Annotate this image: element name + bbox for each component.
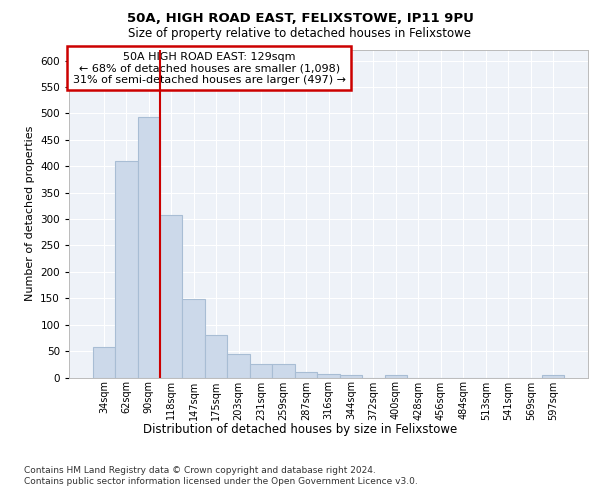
Bar <box>542 376 565 378</box>
Bar <box>160 216 182 378</box>
Bar <box>385 375 407 378</box>
Text: Contains HM Land Registry data © Crown copyright and database right 2024.: Contains HM Land Registry data © Crown c… <box>24 466 376 475</box>
Text: 50A, HIGH ROAD EAST, FELIXSTOWE, IP11 9PU: 50A, HIGH ROAD EAST, FELIXSTOWE, IP11 9P… <box>127 12 473 26</box>
Bar <box>340 375 362 378</box>
Bar <box>295 372 317 378</box>
Bar <box>272 364 295 378</box>
Text: Distribution of detached houses by size in Felixstowe: Distribution of detached houses by size … <box>143 422 457 436</box>
Bar <box>92 348 115 378</box>
Y-axis label: Number of detached properties: Number of detached properties <box>25 126 35 302</box>
Bar <box>137 117 160 378</box>
Bar <box>182 299 205 378</box>
Bar <box>317 374 340 378</box>
Text: Size of property relative to detached houses in Felixstowe: Size of property relative to detached ho… <box>128 28 472 40</box>
Text: Contains public sector information licensed under the Open Government Licence v3: Contains public sector information licen… <box>24 478 418 486</box>
Bar <box>250 364 272 378</box>
Text: 50A HIGH ROAD EAST: 129sqm
← 68% of detached houses are smaller (1,098)
31% of s: 50A HIGH ROAD EAST: 129sqm ← 68% of deta… <box>73 52 346 85</box>
Bar <box>227 354 250 378</box>
Bar <box>115 161 137 378</box>
Bar <box>205 334 227 378</box>
